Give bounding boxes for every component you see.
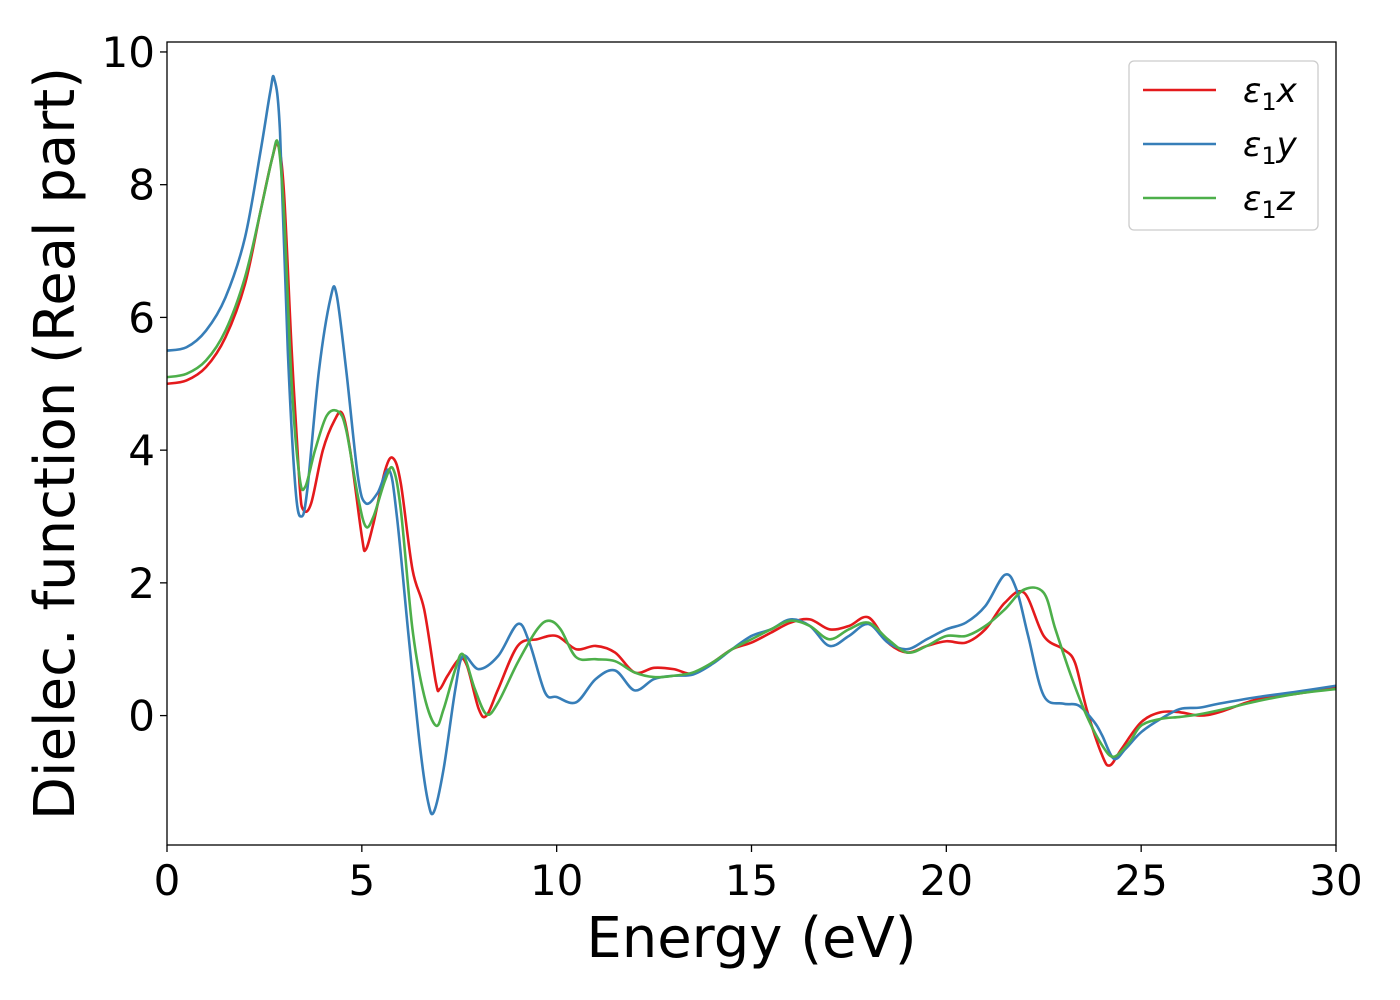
x-tick-label: 5	[348, 856, 375, 905]
series-line-z	[167, 139, 1336, 759]
series-line-y	[167, 74, 1336, 816]
series-line-x	[167, 141, 1336, 767]
x-tick-label: 20	[920, 856, 973, 905]
y-tick-label: 8	[128, 161, 155, 210]
x-axis-label: Energy (eV)	[586, 906, 916, 971]
x-tick-label: 10	[530, 856, 583, 905]
legend: ε1x ε1y ε1z	[1128, 60, 1319, 231]
y-tick-label: 6	[128, 293, 155, 342]
y-tick-label: 10	[102, 28, 155, 77]
legend-entry-z: ε1z	[1143, 179, 1296, 224]
y-tick-label: 0	[128, 692, 155, 741]
legend-entry-y: ε1y	[1143, 125, 1298, 170]
legend-label: ε1z	[1243, 179, 1296, 224]
x-axis-ticks: 0 5 10 15 20 25 30	[154, 845, 1363, 905]
legend-box	[1128, 60, 1319, 231]
y-axis-label: Dielec. function (Real part)	[23, 67, 88, 820]
legend-label: ε1y	[1243, 125, 1298, 170]
x-tick-label: 25	[1114, 856, 1167, 905]
x-tick-label: 30	[1309, 856, 1362, 905]
legend-entry-x: ε1x	[1143, 71, 1298, 116]
series-layer	[167, 74, 1336, 816]
y-tick-label: 4	[128, 426, 155, 475]
y-axis-ticks: 0 2 4 6 8 10	[102, 28, 167, 741]
x-tick-label: 15	[725, 856, 778, 905]
legend-label: ε1x	[1243, 71, 1298, 116]
y-tick-label: 2	[128, 559, 155, 608]
x-tick-label: 0	[154, 856, 181, 905]
